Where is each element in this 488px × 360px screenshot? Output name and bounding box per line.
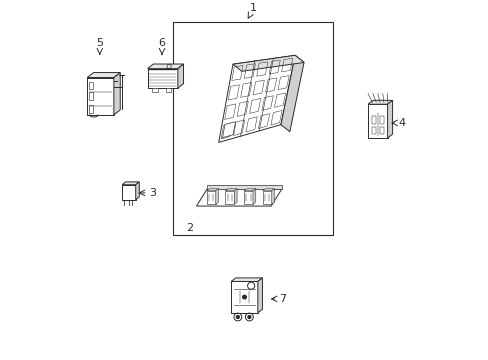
Polygon shape [262,191,271,204]
Circle shape [242,295,246,299]
Polygon shape [206,189,218,191]
Bar [173,22,333,235]
Polygon shape [206,191,215,204]
Bar [371,116,375,124]
Polygon shape [252,189,255,204]
Polygon shape [387,100,392,138]
Polygon shape [244,189,255,191]
Polygon shape [222,122,235,138]
Polygon shape [367,100,392,104]
Text: 2: 2 [185,223,193,233]
Polygon shape [87,73,120,77]
Bar [89,105,93,113]
Circle shape [247,316,250,318]
Polygon shape [244,191,252,204]
Bar [152,88,158,93]
Bar [231,282,257,313]
Polygon shape [178,64,183,88]
Text: 6: 6 [158,38,165,48]
Polygon shape [257,278,262,313]
Bar [379,127,383,134]
Polygon shape [114,73,120,115]
Bar [379,116,383,124]
Polygon shape [281,55,304,132]
Polygon shape [225,191,234,204]
Text: 3: 3 [149,188,156,198]
Polygon shape [122,182,139,185]
Polygon shape [232,55,304,71]
Bar [371,127,375,134]
Bar [367,104,387,138]
Bar [89,82,93,89]
Bar [147,69,178,88]
Bar [165,88,171,93]
Circle shape [236,316,239,318]
Bar [122,185,136,200]
Polygon shape [207,185,281,189]
Text: 7: 7 [279,294,285,304]
Polygon shape [234,189,237,204]
Polygon shape [215,189,218,204]
Bar [87,77,114,115]
Text: 1: 1 [249,3,256,13]
Text: 5: 5 [96,38,103,48]
Polygon shape [218,55,295,143]
Polygon shape [231,278,262,282]
Polygon shape [271,189,274,204]
Bar [89,92,93,100]
Polygon shape [262,189,274,191]
Polygon shape [196,189,281,206]
Text: 4: 4 [397,118,405,128]
Polygon shape [147,64,183,69]
Polygon shape [136,182,139,200]
Polygon shape [225,189,237,191]
